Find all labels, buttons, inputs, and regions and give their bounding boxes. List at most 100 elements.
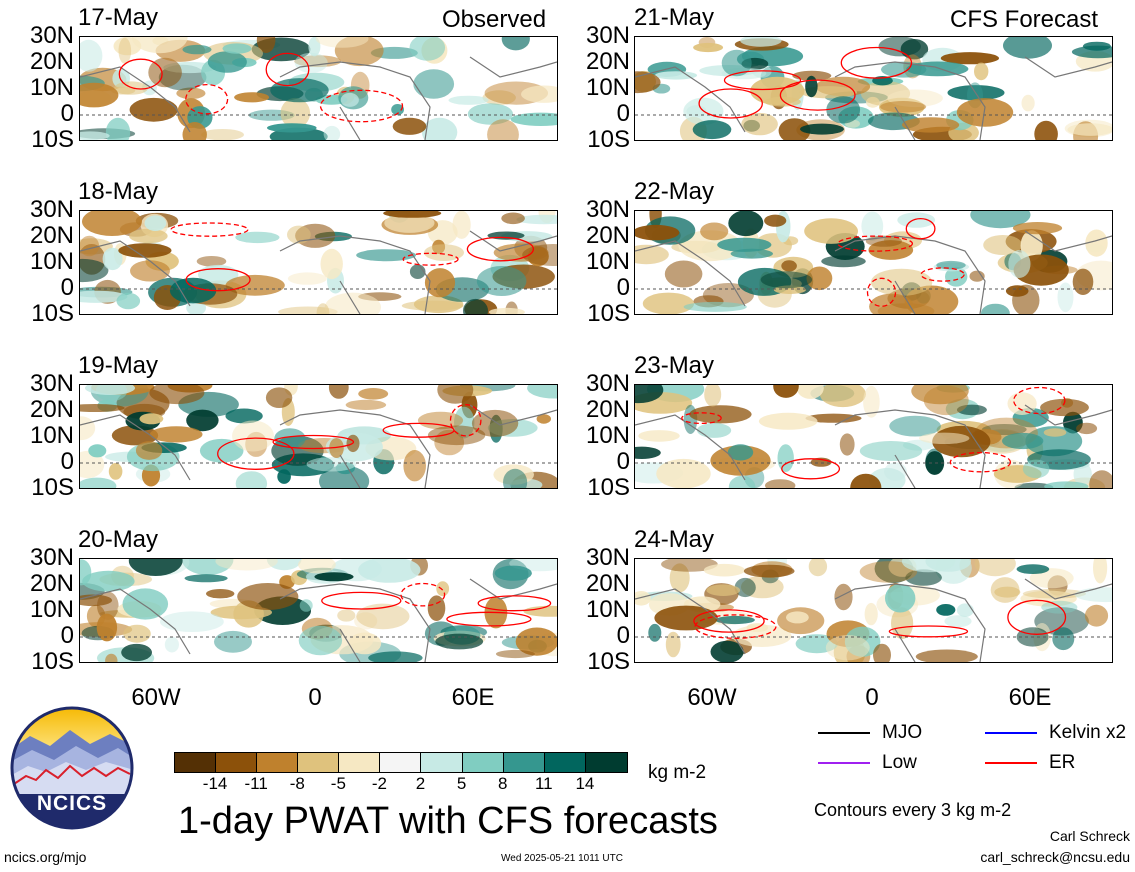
pwat-anomaly-blob (868, 240, 914, 260)
pwat-anomaly-blob (669, 563, 690, 593)
legend-item-kelvin: Kelvin x2 (985, 722, 1126, 744)
pwat-anomaly-blob (130, 260, 170, 282)
pwat-anomaly-blob (131, 37, 188, 54)
pwat-anomaly-blob (834, 583, 853, 611)
pwat-anomaly-blob (448, 95, 489, 105)
colorbar-swatch (503, 753, 545, 772)
pwat-field (80, 37, 557, 140)
footer-author: Carl Schreck (1049, 828, 1130, 844)
pwat-anomaly-blob (1007, 392, 1037, 415)
pwat-anomaly-blob (1014, 482, 1054, 488)
pwat-field (635, 211, 1112, 314)
er-contour (170, 222, 249, 237)
pwat-anomaly-blob (287, 272, 327, 285)
pwat-anomaly-blob (88, 444, 107, 458)
pwat-anomaly-blob (501, 212, 525, 225)
pwat-anomaly-blob (186, 409, 219, 432)
lat-label: 10S (587, 474, 630, 501)
pwat-anomaly-blob (328, 385, 349, 399)
colorbar (174, 752, 628, 773)
pwat-anomaly-blob (206, 589, 235, 599)
pwat-anomaly-blob (105, 653, 118, 662)
pwat-anomaly-blob (906, 61, 969, 77)
footer-email: carl_schreck@ncsu.edu (980, 849, 1130, 865)
pwat-anomaly-blob (697, 422, 732, 438)
lat-label: 10N (585, 248, 630, 275)
pwat-anomaly-blob (314, 572, 354, 582)
pwat-anomaly-blob (105, 117, 131, 140)
pwat-anomaly-blob (1025, 426, 1083, 457)
pwat-anomaly-blob (940, 52, 999, 65)
pwat-anomaly-blob (956, 404, 987, 416)
pwat-anomaly-blob (805, 75, 818, 98)
map-panel-right-1 (634, 36, 1113, 141)
legend-label-low: Low (882, 752, 917, 773)
pwat-anomaly-blob (316, 303, 330, 314)
lat-label: 10N (29, 248, 74, 275)
pwat-field (635, 37, 1112, 140)
pwat-anomaly-blob (635, 385, 664, 404)
pwat-anomaly-blob (182, 44, 212, 55)
pwat-anomaly-blob (1008, 250, 1031, 278)
pwat-anomaly-blob (102, 247, 123, 271)
pwat-anomaly-blob (256, 37, 276, 53)
pwat-anomaly-blob (901, 559, 956, 573)
pwat-anomaly-blob (383, 211, 442, 218)
pwat-anomaly-blob (878, 37, 921, 57)
pwat-anomaly-blob (356, 249, 416, 262)
pwat-anomaly-blob (717, 237, 772, 252)
pwat-anomaly-blob (118, 37, 132, 64)
pwat-anomaly-blob (773, 385, 799, 398)
pwat-anomaly-blob (885, 583, 916, 613)
pwat-anomaly-blob (222, 43, 252, 54)
er-contour (319, 89, 404, 123)
lat-label: 20N (585, 570, 630, 597)
pwat-anomaly-blob (111, 425, 159, 446)
pwat-anomaly-blob (329, 438, 344, 458)
pwat-anomaly-blob (730, 248, 773, 259)
pwat-anomaly-blob (96, 613, 118, 642)
colorbar-swatch (421, 753, 463, 772)
pwat-anomaly-blob (710, 640, 744, 662)
lat-label: 0 (60, 274, 74, 301)
lat-label: 30N (29, 370, 74, 397)
lon-label-60w-left: 60W (131, 684, 181, 711)
lon-label-0-right: 0 (865, 684, 879, 711)
pwat-anomaly-blob (515, 627, 557, 656)
pwat-anomaly-blob (274, 428, 306, 449)
lat-label: 30N (585, 370, 630, 397)
lat-label: 30N (585, 22, 630, 49)
pwat-anomaly-blob (765, 479, 796, 488)
pwat-anomaly-blob (919, 432, 970, 444)
pwat-anomaly-blob (149, 426, 203, 443)
pwat-anomaly-blob (1072, 268, 1094, 295)
pwat-anomaly-blob (493, 464, 534, 485)
pwat-anomaly-blob (850, 473, 882, 488)
pwat-anomaly-blob (706, 584, 741, 596)
er-contour (681, 412, 722, 425)
pwat-anomaly-blob (819, 385, 866, 408)
legend-item-low: Low (818, 752, 917, 774)
pwat-anomaly-blob (638, 430, 680, 442)
pwat-anomaly-blob (278, 306, 338, 314)
colorbar-tick-label: 8 (497, 774, 508, 793)
contours-note: Contours every 3 kg m-2 (814, 800, 1012, 820)
er-contour (779, 79, 856, 111)
pwat-anomaly-blob (648, 623, 662, 642)
pwat-anomaly-blob (692, 120, 732, 140)
pwat-anomaly-blob (354, 612, 378, 630)
pwat-anomaly-blob (1021, 94, 1035, 112)
pwat-anomaly-blob (413, 69, 455, 99)
pwat-anomaly-blob (182, 559, 234, 575)
pwat-anomaly-blob (777, 444, 794, 472)
lat-label: 0 (60, 622, 74, 649)
er-contour (1013, 386, 1066, 415)
pwat-anomaly-blob (225, 408, 263, 424)
lat-label: 10S (587, 300, 630, 327)
map-panel-right-4 (634, 558, 1113, 663)
pwat-anomaly-blob (825, 635, 870, 661)
pwat-anomaly-blob (869, 293, 915, 314)
pwat-anomaly-blob (786, 611, 809, 624)
pwat-anomaly-blob (401, 300, 464, 311)
legend-line-er (985, 761, 1037, 764)
